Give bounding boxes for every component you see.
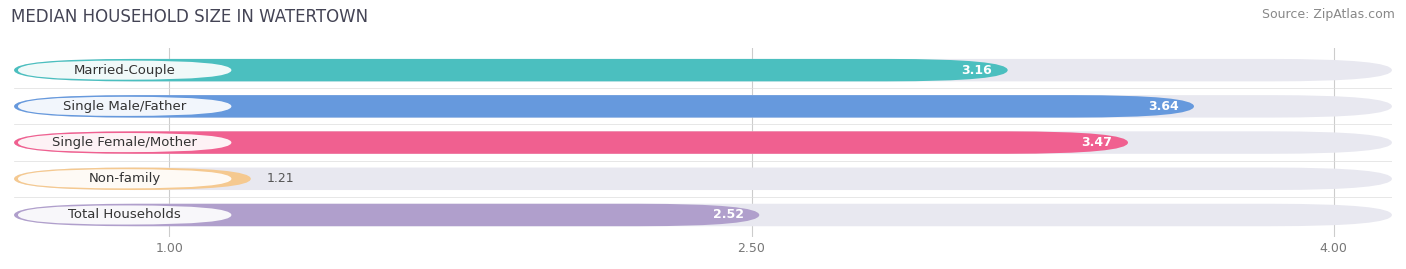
FancyBboxPatch shape: [14, 168, 1392, 190]
Text: Non-family: Non-family: [89, 172, 160, 185]
FancyBboxPatch shape: [18, 169, 232, 188]
FancyBboxPatch shape: [14, 95, 1194, 118]
FancyBboxPatch shape: [18, 61, 232, 80]
Text: Married-Couple: Married-Couple: [73, 64, 176, 77]
FancyBboxPatch shape: [14, 204, 759, 226]
FancyBboxPatch shape: [14, 168, 250, 190]
Text: 3.16: 3.16: [962, 64, 993, 77]
Text: 3.64: 3.64: [1147, 100, 1178, 113]
Text: MEDIAN HOUSEHOLD SIZE IN WATERTOWN: MEDIAN HOUSEHOLD SIZE IN WATERTOWN: [11, 8, 368, 26]
FancyBboxPatch shape: [14, 131, 1392, 154]
Text: 1.21: 1.21: [266, 172, 294, 185]
Text: 3.47: 3.47: [1081, 136, 1112, 149]
FancyBboxPatch shape: [14, 59, 1392, 81]
FancyBboxPatch shape: [14, 131, 1128, 154]
FancyBboxPatch shape: [18, 133, 232, 152]
FancyBboxPatch shape: [14, 95, 1392, 118]
Text: Single Male/Father: Single Male/Father: [63, 100, 187, 113]
Text: Total Households: Total Households: [69, 208, 181, 221]
Text: Single Female/Mother: Single Female/Mother: [52, 136, 197, 149]
Text: 2.52: 2.52: [713, 208, 744, 221]
FancyBboxPatch shape: [14, 59, 1008, 81]
FancyBboxPatch shape: [18, 97, 232, 116]
Text: Source: ZipAtlas.com: Source: ZipAtlas.com: [1261, 8, 1395, 21]
FancyBboxPatch shape: [14, 204, 1392, 226]
FancyBboxPatch shape: [18, 206, 232, 225]
